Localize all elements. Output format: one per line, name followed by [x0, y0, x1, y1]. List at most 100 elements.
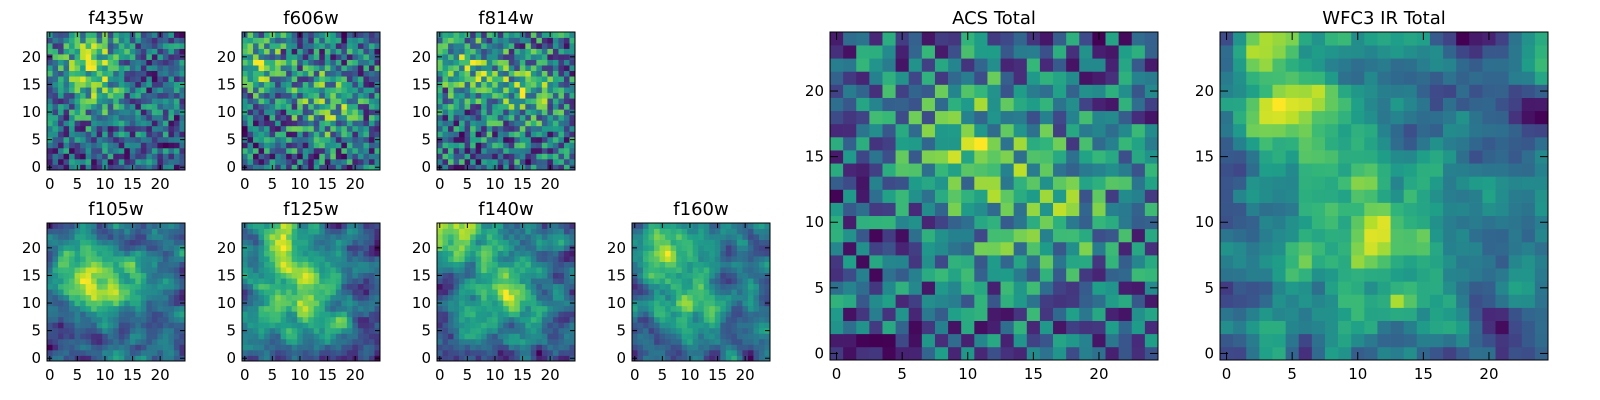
heatmap-cell: [286, 125, 293, 132]
heatmap-cell: [324, 136, 331, 143]
heatmap-cell: [157, 142, 164, 149]
heatmap-cell: [102, 147, 109, 154]
heatmap-cell: [703, 289, 710, 296]
heatmap-cell: [563, 283, 570, 290]
heatmap-cell: [492, 349, 499, 356]
heatmap-cell: [313, 153, 320, 160]
heatmap-cell: [113, 355, 120, 362]
heatmap-cell: [308, 305, 315, 312]
heatmap-cell: [308, 234, 315, 240]
heatmap-cell: [146, 147, 153, 154]
heatmap-cell: [475, 147, 482, 154]
heatmap-cell: [157, 245, 164, 251]
heatmap-cell: [486, 327, 493, 334]
heatmap-cell: [275, 305, 281, 312]
heatmap-cell: [113, 81, 120, 88]
heatmap-cell: [470, 234, 476, 240]
heatmap-cell: [341, 250, 348, 257]
heatmap-cell: [74, 272, 81, 279]
heatmap-cell: [974, 346, 988, 361]
heatmap-cell: [714, 283, 721, 290]
heatmap-cell: [113, 234, 120, 240]
heatmap-cell: [665, 322, 671, 329]
heatmap-cell: [162, 250, 169, 257]
heatmap-cell: [530, 300, 537, 307]
heatmap-cell: [670, 245, 677, 251]
heatmap-cell: [843, 228, 857, 243]
heatmap-cell: [264, 142, 270, 149]
heatmap-cell: [335, 322, 342, 329]
heatmap-cell: [302, 81, 309, 88]
heatmap-cell: [665, 316, 671, 323]
heatmap-cell: [486, 322, 493, 329]
heatmap-cell: [569, 349, 576, 356]
heatmap-cell: [687, 267, 694, 274]
heatmap-cell: [519, 234, 526, 240]
heatmap-cell: [113, 338, 120, 345]
heatmap-cell: [541, 142, 548, 149]
heatmap-cell: [113, 349, 120, 356]
heatmap-cell: [448, 81, 454, 88]
heatmap-cell: [736, 316, 743, 323]
heatmap-cell: [253, 131, 259, 138]
heatmap-cell: [514, 131, 521, 138]
heatmap-cell: [286, 311, 293, 318]
heatmap-cell: [357, 250, 364, 257]
heatmap-cell: [96, 48, 103, 55]
heatmap-cell: [753, 305, 760, 312]
heatmap-cell: [324, 70, 331, 77]
heatmap-cell: [297, 256, 304, 262]
heatmap-cell: [552, 76, 559, 83]
heatmap-cell: [313, 98, 320, 105]
heatmap-cell: [1000, 228, 1015, 243]
heatmap-cell: [179, 278, 186, 285]
heatmap-cell: [514, 164, 521, 171]
heatmap-cell: [552, 239, 559, 246]
heatmap-cell: [519, 322, 526, 329]
heatmap-cell: [442, 228, 449, 235]
heatmap-cell: [453, 131, 460, 138]
heatmap-cell: [85, 98, 92, 105]
heatmap-cell: [313, 234, 320, 240]
heatmap-cell: [497, 327, 504, 334]
heatmap-cell: [173, 153, 180, 160]
heatmap-cell: [552, 153, 559, 160]
heatmap-cell: [747, 349, 754, 356]
heatmap-cell: [470, 48, 476, 55]
heatmap-cell: [275, 153, 281, 160]
heatmap-cell: [242, 92, 248, 99]
heatmap-cell: [319, 283, 326, 290]
heatmap-cell: [525, 245, 532, 251]
y-tick-label: 0: [31, 158, 41, 176]
heatmap-cell: [374, 267, 381, 274]
heatmap-cell: [52, 245, 59, 251]
heatmap-cell: [470, 65, 476, 71]
heatmap-cell: [503, 70, 510, 77]
heatmap-cell: [118, 147, 125, 154]
heatmap-cell: [753, 300, 760, 307]
heatmap-cell: [459, 131, 465, 138]
heatmap-cell: [69, 120, 75, 127]
heatmap-cell: [179, 48, 186, 55]
heatmap-cell: [168, 261, 175, 268]
heatmap-cell: [437, 278, 443, 285]
heatmap-cell: [58, 338, 64, 345]
heatmap-cell: [162, 43, 169, 49]
heatmap-cell: [459, 92, 465, 99]
heatmap-cell: [536, 316, 543, 323]
heatmap-cell: [135, 37, 142, 44]
heatmap-cell: [269, 43, 276, 49]
heatmap-cell: [547, 272, 554, 279]
heatmap-cell: [162, 87, 169, 94]
heatmap-cell: [374, 59, 381, 66]
heatmap-cell: [486, 81, 493, 88]
heatmap-cell: [135, 43, 142, 49]
heatmap-cell: [107, 87, 114, 94]
heatmap-cell: [102, 158, 109, 165]
heatmap-cell: [173, 87, 180, 94]
heatmap-cell: [1013, 189, 1028, 203]
heatmap-cell: [113, 136, 120, 143]
heatmap-cell: [168, 81, 175, 88]
heatmap-cell: [368, 153, 375, 160]
heatmap-cell: [486, 136, 493, 143]
